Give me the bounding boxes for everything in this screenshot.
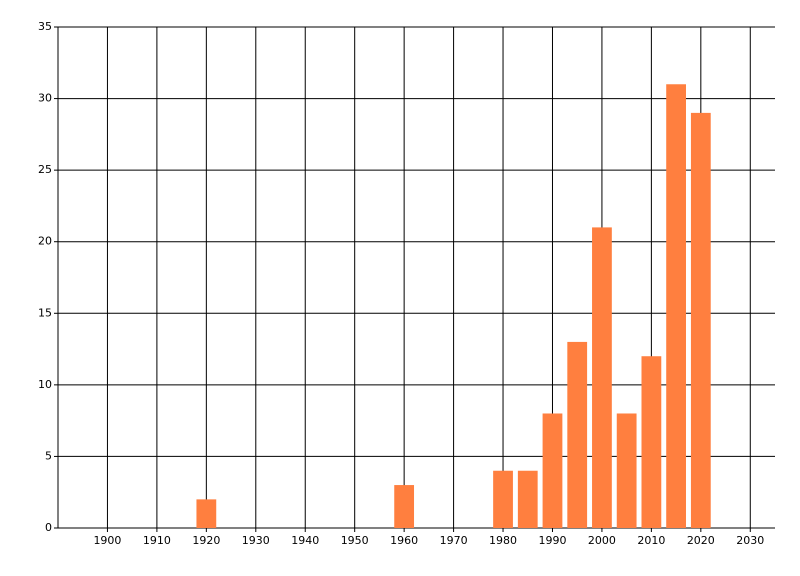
x-tick-label: 2030 (736, 534, 764, 547)
x-tick-label: 1960 (390, 534, 418, 547)
bar (567, 341, 588, 528)
y-tick-label: 15 (38, 306, 52, 319)
bar (592, 227, 612, 528)
x-tick-label: 1900 (93, 534, 121, 547)
y-tick-label: 0 (45, 521, 52, 534)
x-tick-label: 1950 (341, 534, 369, 547)
bar (493, 470, 513, 528)
bar (394, 485, 415, 528)
bar (542, 413, 563, 528)
y-tick-label: 20 (38, 235, 52, 248)
x-tick-label: 1920 (192, 534, 220, 547)
bar (690, 112, 711, 528)
bar (517, 470, 538, 528)
bar (666, 84, 686, 528)
y-tick-label: 30 (38, 92, 52, 105)
y-tick-label: 35 (38, 20, 52, 33)
bar (196, 499, 217, 528)
x-tick-label: 2020 (687, 534, 715, 547)
x-tick-label: 2000 (588, 534, 616, 547)
bar (616, 413, 637, 528)
x-tick-label: 1930 (242, 534, 270, 547)
y-tick-label: 10 (38, 378, 52, 391)
y-tick-label: 5 (45, 449, 52, 462)
x-tick-label: 1940 (291, 534, 319, 547)
x-tick-label: 2010 (637, 534, 665, 547)
x-tick-label: 1990 (538, 534, 566, 547)
bar (641, 356, 662, 528)
y-tick-label: 25 (38, 163, 52, 176)
x-tick-label: 1910 (143, 534, 171, 547)
x-tick-label: 1980 (489, 534, 517, 547)
x-tick-label: 1970 (440, 534, 468, 547)
